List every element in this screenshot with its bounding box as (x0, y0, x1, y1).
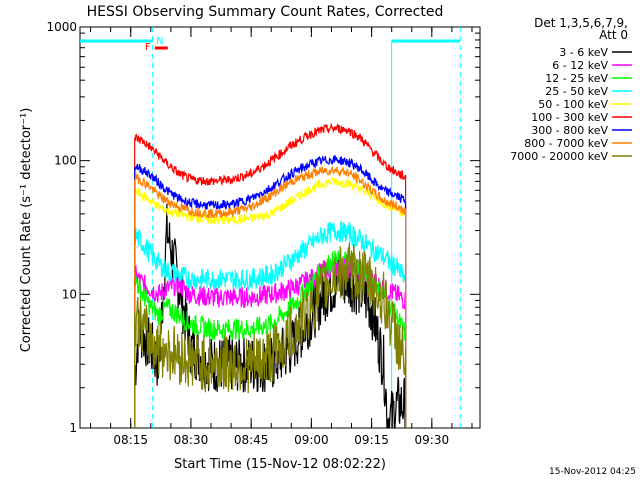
y-tick-label: 1 (69, 421, 77, 435)
x-axis-label: Start Time (15-Nov-12 08:02:22) (174, 457, 386, 472)
y-tick-label: 100 (54, 154, 77, 168)
plot-frame (79, 26, 481, 429)
x-tick-label: 09:15 (354, 433, 389, 447)
series-line-7 (134, 165, 407, 429)
night-flag-label: N (156, 36, 163, 47)
legend-label: 50 - 100 keV (538, 98, 608, 111)
y-axis-ticks: 1 10 100 1000 (46, 20, 480, 435)
chart-title: HESSI Observing Summary Count Rates, Cor… (87, 4, 444, 20)
series-line-5 (134, 122, 407, 429)
series-line-6 (134, 155, 407, 429)
legend-label: 6 - 12 keV (552, 59, 608, 72)
y-tick-label: 1000 (46, 20, 77, 34)
y-axis-label: Corrected Count Rate (s⁻¹ detector⁻¹) (19, 108, 34, 353)
series-line-3 (134, 220, 407, 429)
x-tick-label: 08:15 (113, 433, 148, 447)
legend-label: 7000 - 20000 keV (510, 150, 608, 163)
legend-title-line-1: Det 1,3,5,6,7,9, (534, 16, 628, 30)
x-tick-label: 09:30 (415, 433, 450, 447)
legend-label: 12 - 25 keV (545, 72, 608, 85)
flag-bars: FN (145, 36, 168, 53)
footer-timestamp: 15-Nov-2012 04:25 (549, 467, 636, 477)
legend-label: 800 - 7000 keV (524, 137, 608, 150)
flare-flag-label: F (145, 42, 151, 53)
x-tick-label: 08:45 (234, 433, 269, 447)
legend-label: 25 - 50 keV (545, 85, 608, 98)
series-line-4 (134, 176, 407, 429)
legend-label: 100 - 300 keV (531, 111, 608, 124)
series-line-8 (134, 242, 407, 429)
x-tick-label: 08:30 (174, 433, 209, 447)
legend-label: 300 - 800 keV (531, 124, 608, 137)
legend-label: 3 - 6 keV (559, 46, 608, 59)
y-tick-label: 10 (62, 287, 77, 301)
x-axis-ticks: 08:15 08:30 08:45 09:00 09:15 09:30 (90, 27, 473, 447)
plot-axes (79, 26, 481, 429)
x-tick-label: 09:00 (294, 433, 329, 447)
series-lines (134, 122, 407, 429)
legend-title-line-2: Att 0 (599, 28, 628, 42)
